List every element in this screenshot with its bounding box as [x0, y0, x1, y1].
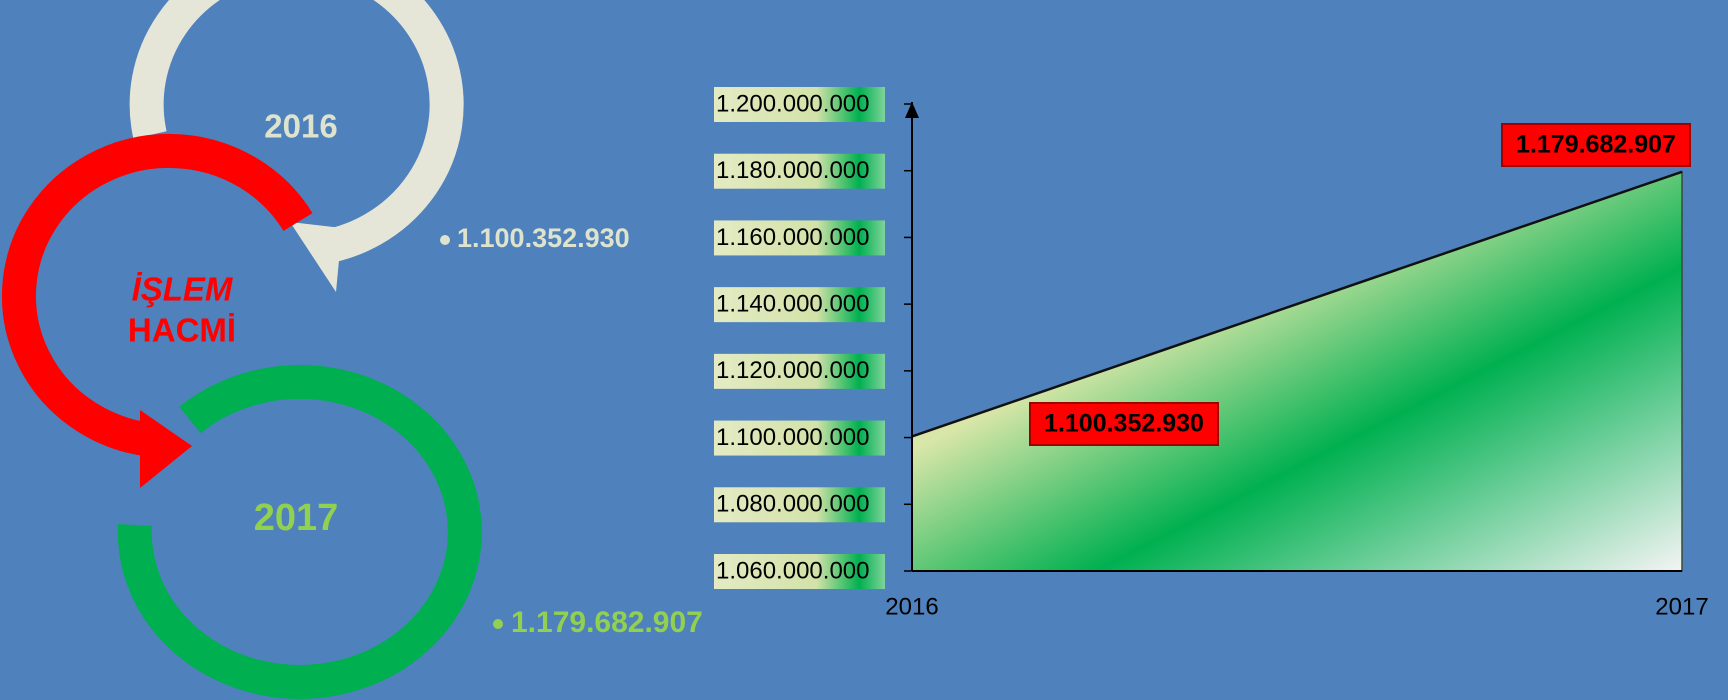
y-tick-label: 1.180.000.000 — [716, 157, 869, 184]
value-label: 1.179.682.907 — [511, 606, 703, 639]
arrow-2016 — [290, 222, 342, 292]
x-tick-label: 2016 — [885, 593, 938, 620]
diagram: 2016 İŞLEM HACMİ 2017 1.100.352.930 1.17… — [2, 0, 703, 699]
bullet — [493, 619, 503, 629]
area — [911, 170, 1683, 572]
y-tick-box — [714, 87, 885, 122]
year-label: 2016 — [264, 108, 337, 145]
arc-2016 — [129, 0, 464, 265]
y-tick-label: 1.080.000.000 — [716, 491, 869, 518]
data-label: 1.179.682.907 — [1516, 131, 1676, 159]
arc-2017 — [117, 364, 482, 699]
y-tick-box — [714, 287, 885, 323]
y-tick-label: 1.100.000.000 — [716, 424, 869, 451]
y-tick-label: 1.160.000.000 — [716, 224, 869, 251]
y-tick-label: 1.060.000.000 — [716, 557, 869, 584]
value-label: 1.100.352.930 — [457, 223, 630, 253]
x-tick-label: 2017 — [1655, 593, 1708, 620]
y-tick-label: 1.140.000.000 — [716, 290, 869, 317]
y-tick-box — [714, 420, 885, 456]
y-tick-box — [714, 487, 885, 523]
y-tick-box — [714, 153, 885, 189]
y-tick-box — [714, 220, 885, 256]
y-axis-arrow — [905, 102, 919, 118]
area-line — [911, 170, 1683, 438]
arrow-islem — [140, 410, 192, 488]
data-label-box — [1029, 402, 1219, 446]
bullet — [440, 235, 450, 245]
year-label: 2017 — [254, 497, 339, 539]
diagram-title: HACMİ — [128, 312, 236, 349]
y-tick-label: 1.120.000.000 — [716, 357, 869, 384]
data-label: 1.100.352.930 — [1044, 410, 1204, 438]
y-tick-box — [714, 353, 885, 389]
diagram-title: İŞLEM — [132, 271, 234, 308]
y-tick-label: 1.200.000.000 — [716, 90, 869, 117]
data-label-box — [1501, 123, 1691, 167]
y-tick-box — [714, 554, 885, 589]
arc-islem — [2, 133, 313, 457]
